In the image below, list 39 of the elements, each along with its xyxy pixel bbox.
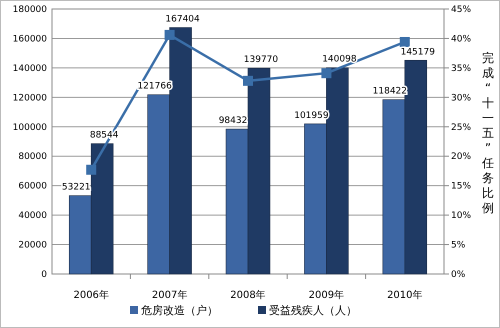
y-tick-label: 100000 (12, 122, 48, 133)
point (400, 36, 410, 47)
y-tick-label: 160000 (12, 34, 48, 44)
x-tick-label: 2008年 (230, 289, 266, 301)
y-tick-label: 60000 (18, 182, 48, 192)
point (86, 164, 96, 175)
y-tick-label: 0 (41, 270, 48, 280)
data-label: 145179 (400, 47, 436, 58)
y-tick-label: 120000 (12, 93, 48, 104)
y2-tick-label: 30% (451, 93, 472, 104)
x-tick-label: 2010年 (387, 289, 423, 301)
point (164, 30, 175, 40)
data-label: 139770 (244, 55, 278, 66)
y2-tick-label: 40% (451, 34, 472, 44)
y2-tick-label: 0% (451, 270, 466, 280)
y-tick-label: 20000 (18, 240, 48, 251)
y2-tick-label: 20% (451, 152, 472, 162)
y2-tick-label: 15% (451, 182, 472, 192)
x-tick-label: 2009年 (308, 289, 344, 301)
data-label: 140098 (322, 54, 357, 65)
y-tick-label: 180000 (12, 5, 48, 15)
text: 完成“十一五”任务比例 (482, 51, 494, 215)
y2-tick-label: 35% (451, 64, 472, 74)
y2-tick-label: 45% (451, 5, 472, 15)
legend-label: 受益残疾人（人） (269, 304, 357, 317)
y2-tick-label: 25% (451, 122, 472, 133)
y2-tick-label: 10% (451, 211, 472, 222)
legend-label: 危房改造（户） (141, 304, 218, 317)
y-tick-label: 140000 (12, 64, 48, 74)
y-tick-label: 80000 (18, 152, 48, 162)
x-tick-label: 2006年 (73, 289, 109, 301)
point (321, 68, 332, 78)
y2-tick-label: 5% (451, 240, 466, 251)
point (243, 76, 253, 86)
data-label: 53221 (62, 182, 91, 193)
data-label: 167404 (165, 14, 200, 25)
y-tick-label: 40000 (18, 211, 48, 222)
x-tick-label: 2007年 (152, 289, 188, 301)
data-label: 98432 (218, 116, 248, 126)
